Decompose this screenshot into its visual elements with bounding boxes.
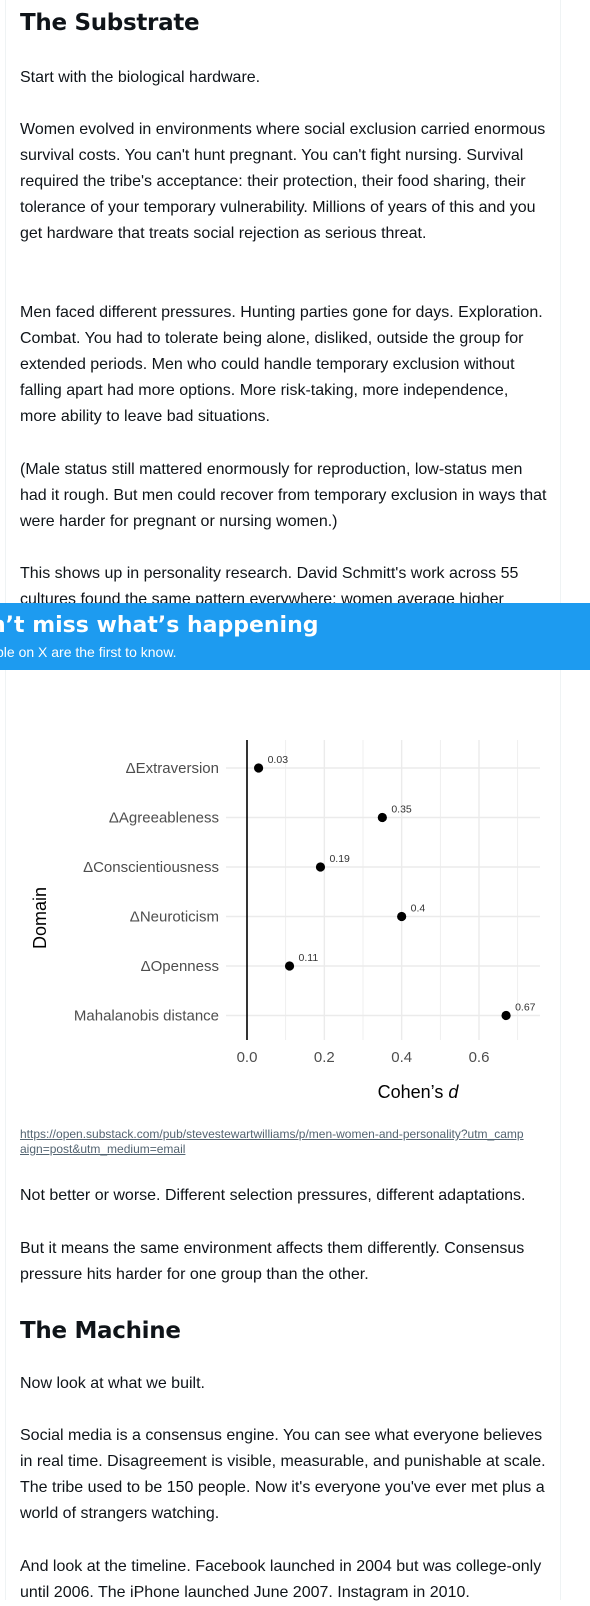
banner-title: n’t miss what’s happening [0,613,319,638]
data-point [501,1010,511,1021]
paragraph: Men faced different pressures. Hunting p… [20,304,543,425]
chart-axes: 0.0 0.2 0.4 0.6 ΔExtraversion ΔAgreeableness Δ… [74,740,490,1066]
paragraph: And look at the timeline. Facebook launc… [20,1558,542,1601]
data-label: 0.4 [411,903,426,915]
y-tick-label: ΔAgreeableness [109,810,219,827]
x-axis-label: Cohen’s d [378,1082,460,1100]
chart-grid [226,740,540,1040]
data-point [377,812,387,823]
data-label: 0.67 [515,1002,536,1014]
y-tick-label: ΔExtraversion [126,760,219,777]
x-axis-label-italic: d [448,1082,459,1100]
x-tick-label: 0.0 [237,1049,258,1066]
y-tick-label: ΔOpenness [141,958,219,975]
banner-subtitle: ple on X are the first to know. [0,644,177,660]
data-label: 0.19 [329,853,350,865]
x-tick-label: 0.4 [391,1049,412,1066]
y-tick-label: ΔConscientiousness [83,859,219,876]
y-axis-label: Domain [30,887,50,949]
chart-marks: 0.03 0.35 0.19 0.4 0.11 0.67 [254,754,536,1021]
data-label: 0.11 [299,952,319,964]
y-tick-label: Mahalanobis distance [74,1008,219,1025]
article-body: The Substrate Start with the biological … [5,0,561,1601]
x-axis-label-main: Cohen’s [378,1082,449,1100]
data-point [397,911,407,922]
data-label: 0.35 [391,804,412,816]
paragraph: But it means the same environment affect… [20,1240,525,1283]
section-heading-machine: The Machine [20,1318,181,1344]
paragraph: Start with the biological hardware. [20,69,261,86]
x-tick-label: 0.6 [469,1049,490,1066]
paragraph: Not better or worse. Different selection… [20,1187,526,1204]
data-point [254,763,264,773]
paragraph: Now look at what we built. [20,1375,205,1392]
data-point [315,862,326,872]
paragraph: (Male status still mattered enormously f… [20,461,547,530]
section-heading-substrate: The Substrate [20,10,200,36]
data-point [284,961,295,971]
signup-banner[interactable]: n’t miss what’s happening ple on X are t… [0,603,590,670]
cohens-d-chart: 0.0 0.2 0.4 0.6 ΔExtraversion ΔAgreeableness Δ… [30,740,540,1100]
y-tick-label: ΔNeuroticism [130,909,219,926]
data-label: 0.03 [268,754,289,766]
paragraph: Social media is a consensus engine. You … [20,1427,546,1522]
x-tick-label: 0.2 [314,1049,335,1066]
source-link[interactable]: https://open.substack.com/pub/stevestewa… [20,1127,524,1156]
paragraph: Women evolved in environments where soci… [20,121,546,242]
